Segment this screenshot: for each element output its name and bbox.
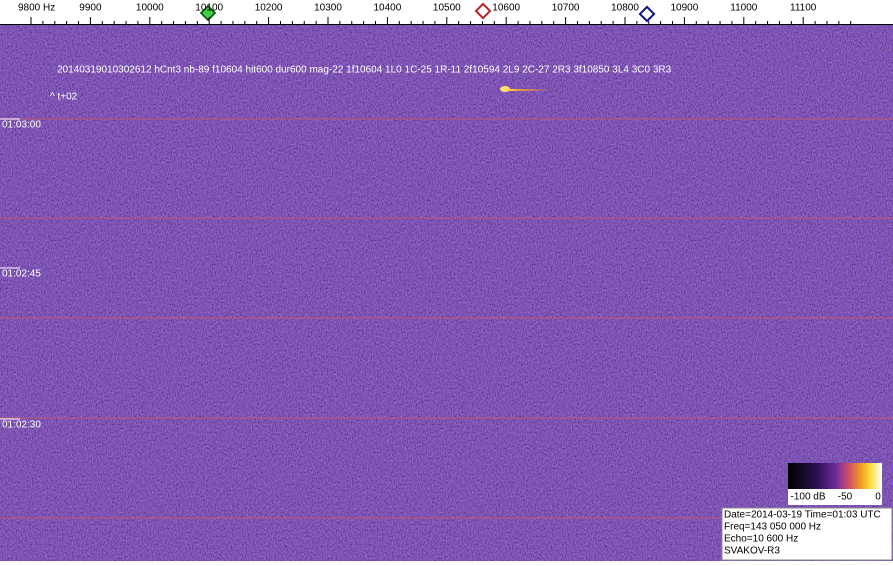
frequency-label: 10600 (492, 3, 520, 14)
frequency-label: 9800 Hz (18, 3, 55, 14)
frequency-label: 10800 (611, 3, 639, 14)
colorbar-labels-bg (788, 489, 882, 505)
colorbar-label: 0 (875, 492, 881, 503)
meteor-echo-tail (505, 89, 550, 91)
info-line: Date=2014-03-19 Time=01:03 UTC (724, 510, 881, 521)
info-line: SVAKOV-R3 (724, 546, 780, 557)
marker-red (474, 2, 492, 20)
frequency-label: 10700 (552, 3, 580, 14)
colorbar-label: -100 dB (790, 492, 825, 503)
marker-blue (638, 5, 656, 23)
frequency-label: 9900 (79, 3, 102, 14)
info-box (721, 507, 893, 561)
info-line: Echo=10 600 Hz (724, 534, 798, 545)
frequency-label: 10500 (433, 3, 461, 14)
marker-green (199, 4, 217, 22)
time-label: 01:02:30 (2, 420, 41, 431)
info-line: Freq=143 050 000 Hz (724, 522, 821, 533)
frequency-label: 11000 (730, 3, 758, 14)
frequency-label: 10300 (314, 3, 342, 14)
frequency-label: 10900 (670, 3, 698, 14)
time-label: 01:02:45 (2, 269, 41, 280)
time-label: 01:03:00 (2, 120, 41, 131)
frequency-label: 11100 (790, 3, 817, 14)
colorbar (788, 463, 882, 489)
detection-text: 20140319010302612 hCnt3 nb-89 f10604 hit… (57, 65, 672, 76)
frequency-label: 10100 (195, 3, 223, 14)
waterfall-noise (0, 25, 893, 561)
colorbar-label: -50 (838, 492, 853, 503)
offset-text: ^ t+02 (50, 92, 78, 103)
frequency-label: 10400 (373, 3, 401, 14)
markers (199, 2, 656, 23)
frequency-label: 10200 (255, 3, 283, 14)
frequency-label: 10000 (136, 3, 164, 14)
